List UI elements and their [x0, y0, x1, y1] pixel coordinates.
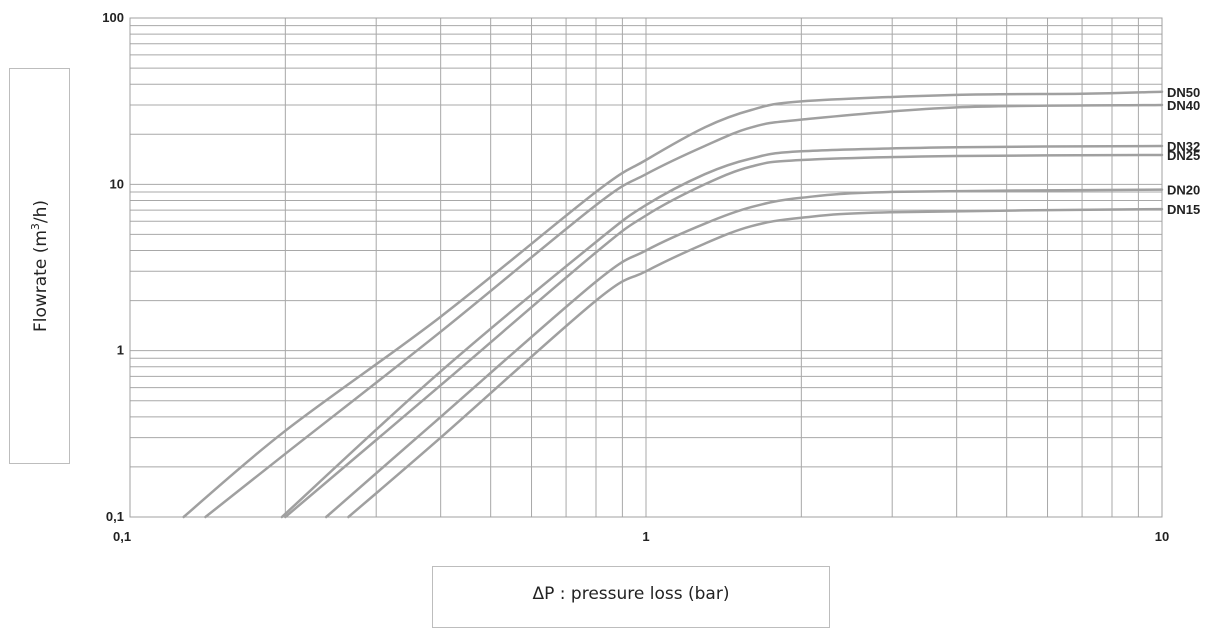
x-axis-label: ΔP : pressure loss (bar) — [532, 584, 730, 604]
series-line-dn32 — [280, 144, 1164, 519]
series-line-dn15 — [347, 207, 1164, 519]
grid — [129, 17, 1163, 518]
plot-frame — [129, 17, 1163, 518]
y-tick-label: 10 — [110, 176, 124, 191]
x-axis-label-box: ΔP : pressure loss (bar) — [432, 566, 830, 628]
y-axis-label-box: Flowrate (m3/h) — [9, 68, 70, 464]
tick-labels: 0,1 1 10 0,1 1 10 100 — [102, 10, 1169, 544]
x-tick-label: 0,1 — [113, 529, 131, 544]
series-label-dn25: DN25 — [1167, 148, 1200, 163]
series-line-dn20 — [324, 188, 1164, 519]
series-label-dn20: DN20 — [1167, 183, 1200, 198]
series-label-dn32: DN32 — [1167, 139, 1200, 154]
series-line-dn25 — [284, 153, 1164, 519]
y-axis-label: Flowrate (m3/h) — [28, 199, 51, 333]
x-tick-label: 10 — [1155, 529, 1169, 544]
series-label-dn15: DN15 — [1167, 202, 1200, 217]
y-tick-label: 1 — [117, 343, 124, 358]
series-lines — [182, 90, 1164, 519]
series-label-dn40: DN40 — [1167, 98, 1200, 113]
series-line-dn50 — [182, 90, 1164, 519]
x-tick-label: 1 — [642, 529, 649, 544]
y-tick-label: 0,1 — [106, 509, 124, 524]
y-tick-label: 100 — [102, 10, 124, 25]
series-line-dn40 — [204, 103, 1164, 519]
series-label-dn50: DN50 — [1167, 85, 1200, 100]
